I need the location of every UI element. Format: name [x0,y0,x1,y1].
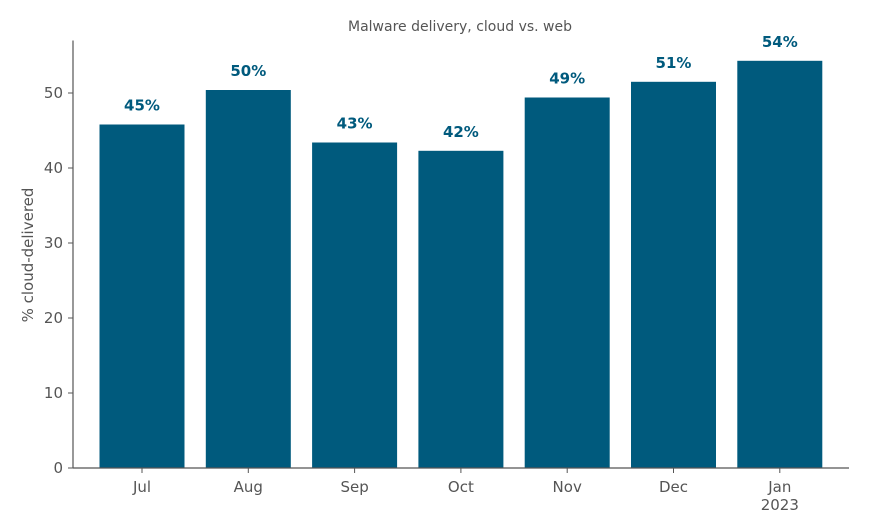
data-label: 45% [124,97,160,115]
data-label: 51% [656,54,692,72]
y-tick-label: 30 [44,234,63,252]
data-label: 54% [762,33,798,51]
data-label: 42% [443,123,479,141]
x-tick-label: Jul [132,478,151,496]
bars-layer: 45% 50% 43% 42% 49% 51% 54% [99,33,823,469]
y-tick-label: 0 [53,459,63,477]
data-label: 43% [337,115,373,133]
bar-aug [205,90,291,468]
y-axis-label: % cloud-delivered [19,188,37,323]
y-tick-label: 20 [44,309,63,327]
y-tick-label: 50 [44,84,63,102]
x-tick-label: Oct [448,478,474,496]
bar-nov [524,97,610,468]
bar-sep [312,142,398,468]
bar-dec [631,81,716,469]
y-tick-label: 40 [44,159,63,177]
data-label: 49% [549,70,585,88]
bar-oct [418,150,504,469]
bar-jan [737,60,823,469]
x-tick-label: Dec [659,478,688,496]
x-tick-label: Sep [340,478,368,496]
y-tick-label: 10 [44,384,63,402]
x-tick-sublabel: 2023 [761,496,799,514]
chart-title: Malware delivery, cloud vs. web [348,19,572,35]
x-tick-label: Jan [767,478,791,496]
bar-jul [99,124,185,468]
x-tick-label: Aug [234,478,263,496]
data-label: 50% [230,62,266,80]
x-tick-label: Nov [553,478,582,496]
